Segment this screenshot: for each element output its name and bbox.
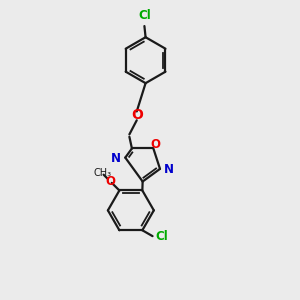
Text: O: O <box>151 138 161 151</box>
Text: Cl: Cl <box>138 9 151 22</box>
Text: Cl: Cl <box>155 230 168 243</box>
Text: O: O <box>105 175 115 188</box>
Text: N: N <box>164 163 174 176</box>
Text: O: O <box>131 108 143 122</box>
Text: N: N <box>111 152 121 165</box>
Text: CH₃: CH₃ <box>93 168 111 178</box>
